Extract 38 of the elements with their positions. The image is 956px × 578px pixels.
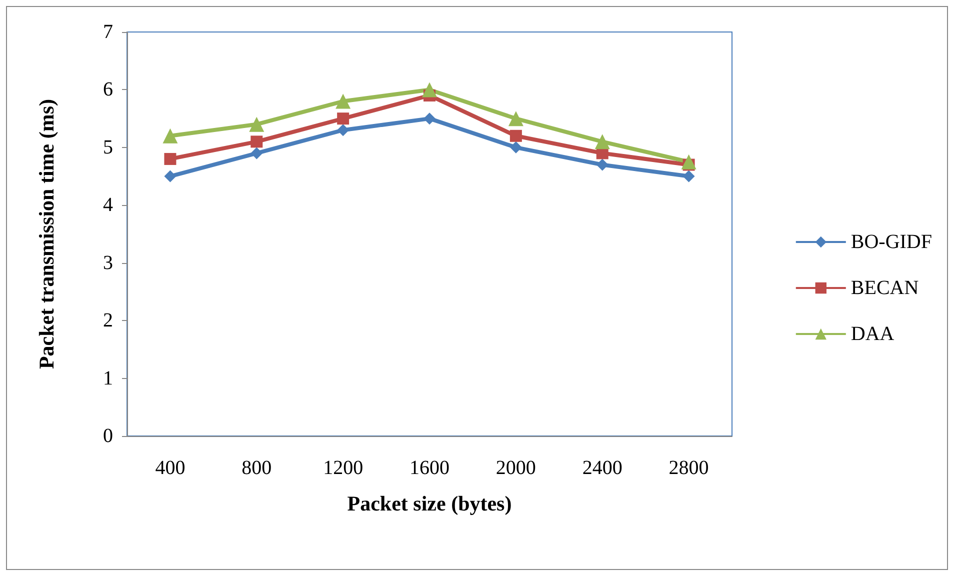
point bbox=[250, 147, 263, 160]
legend-label: DAA bbox=[850, 323, 895, 345]
legend-label: BO-GIDF bbox=[850, 231, 932, 253]
point bbox=[594, 134, 610, 150]
point bbox=[162, 128, 178, 144]
point bbox=[336, 94, 351, 109]
point bbox=[682, 170, 695, 182]
point bbox=[510, 141, 522, 154]
y-axis-title: Packet transmission time (ms) bbox=[34, 98, 58, 370]
y-tick-label: 3 bbox=[103, 252, 113, 274]
y-tick-label: 1 bbox=[103, 367, 113, 390]
y-tick-label: 2 bbox=[103, 310, 113, 332]
point bbox=[249, 116, 264, 132]
x-tick-label: 1200 bbox=[323, 457, 364, 479]
x-tick-label: 800 bbox=[242, 457, 272, 479]
x-tick-label: 1600 bbox=[410, 457, 450, 479]
point bbox=[596, 158, 608, 171]
x-axis-title: Packet size (bytes) bbox=[347, 492, 512, 516]
x-tick-label: 2800 bbox=[668, 457, 709, 479]
point bbox=[337, 112, 350, 125]
y-tick-label: 5 bbox=[103, 136, 113, 158]
point bbox=[422, 82, 437, 98]
point bbox=[508, 111, 524, 126]
point bbox=[424, 112, 436, 125]
y-tick-label: 4 bbox=[103, 194, 113, 216]
point bbox=[250, 136, 263, 148]
x-tick-label: 2000 bbox=[496, 457, 536, 479]
y-tick-label: 0 bbox=[103, 425, 113, 447]
x-tick-label: 400 bbox=[155, 457, 186, 479]
point bbox=[164, 170, 176, 182]
x-tick-label: 2400 bbox=[582, 457, 622, 479]
point bbox=[681, 154, 696, 170]
legend-label: BECAN bbox=[850, 277, 919, 299]
point bbox=[164, 152, 176, 165]
point bbox=[510, 130, 522, 142]
y-tick-label: 6 bbox=[103, 78, 113, 101]
y-tick-label: 7 bbox=[103, 21, 113, 43]
point bbox=[337, 124, 350, 136]
